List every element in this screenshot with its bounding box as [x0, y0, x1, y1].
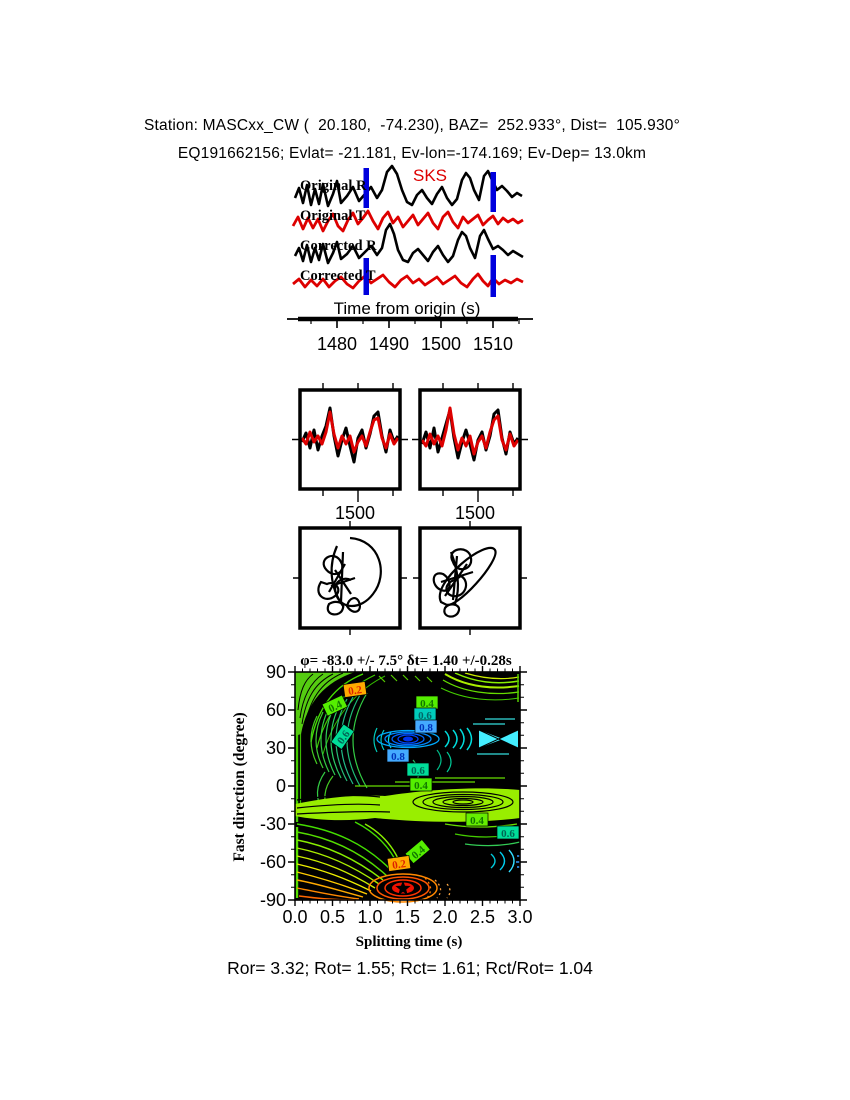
trace-corrected-t [292, 272, 524, 290]
hodogram-corrected [413, 521, 527, 635]
trace-original-t [291, 209, 524, 233]
svg-text:0.0: 0.0 [282, 907, 307, 927]
svg-text:-60: -60 [260, 852, 286, 872]
svg-text:0.2: 0.2 [391, 858, 407, 872]
particle-motion-panel [293, 521, 527, 635]
window-box-original [292, 383, 408, 502]
svg-text:30: 30 [266, 738, 286, 758]
event-header: EQ191662156; Evlat= -21.181, Ev-lon=-174… [177, 145, 647, 162]
contour-green-band [295, 777, 520, 822]
window-box-corrected [412, 383, 528, 502]
ratio-footer: Ror= 3.32; Rot= 1.55; Rct= 1.61; Rct/Rot… [227, 958, 593, 978]
hodogram-original [293, 521, 407, 635]
svg-text:0.6: 0.6 [501, 828, 515, 840]
trace-label-original-r: Original R [300, 178, 367, 194]
svg-text:0.6: 0.6 [411, 765, 425, 777]
phase-label: SKS [413, 166, 447, 185]
contour-xtick-labels: 0.0 0.5 1.0 1.5 2.0 2.5 3.0 [282, 907, 532, 927]
svg-text:0.8: 0.8 [419, 722, 433, 734]
contour-bottomright-cyan [490, 849, 520, 873]
window-tick-right: 1500 [455, 503, 495, 523]
station-header: Station: MASCxx_CW ( 20.180, -74.230), B… [144, 117, 680, 134]
time-axis-label: Time from origin (s) [334, 299, 481, 318]
contour-cyan-left [373, 727, 392, 753]
svg-text:0: 0 [276, 776, 286, 796]
contour-cyan-bowtie [444, 718, 519, 755]
svg-text:2.5: 2.5 [470, 907, 495, 927]
misfit-contour-panel: φ= -83.0 +/- 7.5° δt= 1.40 +/-0.28s Fast… [231, 653, 533, 950]
contour-frame-ticks [288, 666, 527, 906]
contour-xlabel: Splitting time (s) [356, 934, 463, 950]
svg-text:0.4: 0.4 [420, 698, 434, 710]
contour-blue-maximum [376, 729, 440, 749]
contour-title: φ= -83.0 +/- 7.5° δt= 1.40 +/-0.28s [300, 653, 512, 669]
svg-text:1.5: 1.5 [395, 907, 420, 927]
svg-text:0.6: 0.6 [418, 710, 432, 722]
contour-red-minimum [368, 873, 451, 903]
time-tick-1490: 1490 [369, 334, 409, 354]
contour-bottomleft-fan [296, 821, 403, 901]
trace-corrected-r [293, 222, 524, 265]
svg-text:0.4: 0.4 [327, 698, 345, 715]
svg-text:0.8: 0.8 [391, 751, 405, 763]
trace-original-r [293, 164, 523, 208]
svg-text:3.0: 3.0 [507, 907, 532, 927]
svg-text:0.4: 0.4 [414, 780, 428, 792]
window-marker [363, 168, 496, 297]
best-fit-star-icon [395, 880, 411, 895]
contour-topright-arcs [440, 672, 520, 702]
time-axis [287, 316, 533, 328]
svg-text:-30: -30 [260, 814, 286, 834]
contour-level-labels: 0.2 0.4 0.6 0.4 0.6 0.8 0.8 0.6 0.4 0.4 … [321, 681, 520, 872]
svg-text:0.5: 0.5 [320, 907, 345, 927]
contour-ylabel: Fast direction (degree) [231, 712, 248, 861]
svg-text:90: 90 [266, 662, 286, 682]
svg-text:0.2: 0.2 [347, 684, 363, 698]
svg-text:60: 60 [266, 700, 286, 720]
window-tick-left: 1500 [335, 503, 375, 523]
time-tick-1480: 1480 [317, 334, 357, 354]
svg-text:2.0: 2.0 [432, 907, 457, 927]
svg-text:-90: -90 [260, 890, 286, 910]
trace-label-corrected-r: Corrected R [300, 238, 377, 254]
window-comparison-panel: 1500 1500 [292, 383, 528, 523]
time-tick-1510: 1510 [473, 334, 513, 354]
seismogram-panel: Original R Original T Corrected R Correc… [287, 164, 533, 354]
trace-label-original-t: Original T [300, 208, 366, 224]
svg-text:0.4: 0.4 [470, 815, 484, 827]
time-tick-1500: 1500 [421, 334, 461, 354]
contour-ytick-labels: 90 60 30 0 -30 -60 -90 [260, 662, 286, 910]
trace-label-corrected-t: Corrected T [300, 268, 376, 284]
contour-plot-area: 0.2 0.4 0.6 0.4 0.6 0.8 0.8 0.6 0.4 0.4 … [288, 666, 527, 906]
svg-text:1.0: 1.0 [357, 907, 382, 927]
